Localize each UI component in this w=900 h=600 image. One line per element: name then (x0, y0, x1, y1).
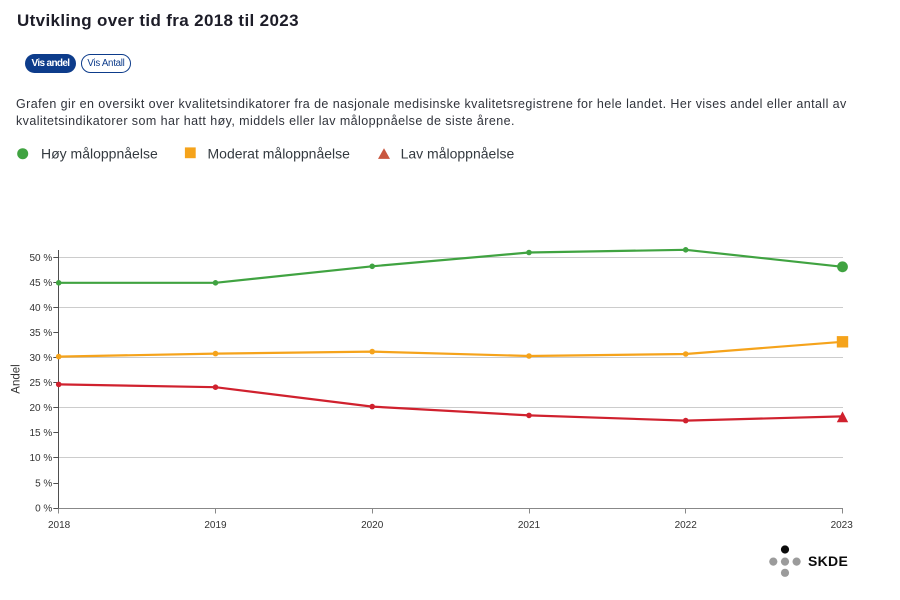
svg-text:30 %: 30 % (30, 353, 53, 364)
svg-text:Lav måloppnåelse: Lav måloppnåelse (401, 145, 515, 161)
svg-text:20 %: 20 % (30, 403, 53, 414)
svg-text:2021: 2021 (518, 520, 541, 531)
svg-text:5 %: 5 % (35, 478, 52, 489)
svg-text:25 %: 25 % (30, 378, 53, 389)
svg-text:35 %: 35 % (30, 328, 53, 339)
svg-text:0 %: 0 % (35, 503, 52, 514)
svg-text:2022: 2022 (675, 520, 698, 531)
svg-text:SKDE: SKDE (808, 553, 848, 569)
svg-text:2019: 2019 (204, 520, 227, 531)
svg-text:10 %: 10 % (30, 453, 53, 464)
svg-text:Andel: Andel (11, 364, 23, 393)
svg-text:40 %: 40 % (30, 303, 53, 314)
svg-text:2020: 2020 (361, 520, 384, 531)
svg-text:45 %: 45 % (30, 278, 53, 289)
svg-text:50 %: 50 % (30, 253, 53, 264)
svg-text:15 %: 15 % (30, 428, 53, 439)
svg-text:2018: 2018 (48, 520, 71, 531)
svg-text:Moderat måloppnåelse: Moderat måloppnåelse (208, 145, 351, 161)
svg-text:2023: 2023 (831, 520, 854, 531)
svg-text:Høy måloppnåelse: Høy måloppnåelse (41, 145, 158, 161)
